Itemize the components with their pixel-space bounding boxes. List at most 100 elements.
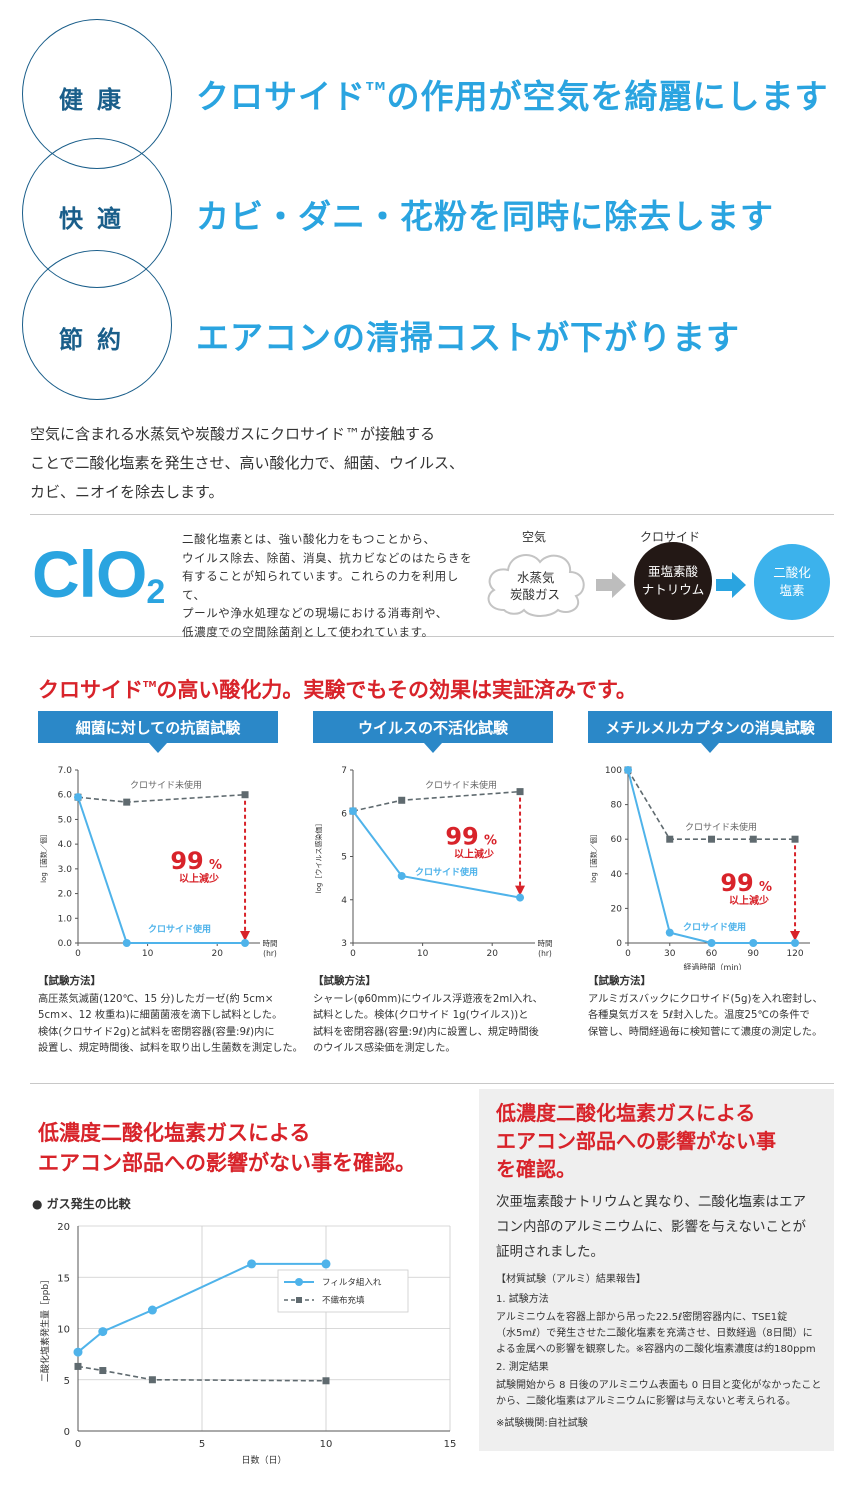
flow-result-line: 塩素 — [779, 583, 805, 598]
y-tick-label: 60 — [611, 835, 623, 845]
bottom-heading-left: 低濃度二酸化塩素ガスによる エアコン部品への影響がない事を確認。 — [38, 1118, 416, 1178]
filter-series-point — [147, 1305, 157, 1315]
x-tick-label: 0 — [625, 949, 631, 959]
method-line: 検体(クロサイド2g)と試料を密閉容器(容量:9ℓ)内に — [38, 1026, 275, 1038]
chart-gas-comparison: ● ガス発生の比較 0 5 10 15 20 0 5 10 15 二酸化塩素発生量［ppb］ 日数（日… — [32, 1196, 457, 1466]
y-axis-label: log［菌数／個］ — [589, 830, 598, 883]
x-tick-label: 120 — [786, 949, 803, 959]
legend-swatch-filter-marker — [295, 1278, 303, 1286]
used-series-label: クロサイド使用 — [415, 866, 478, 878]
y-tick-label: 0 — [64, 1427, 70, 1438]
used-series-line — [627, 769, 796, 944]
clo2-desc-line: 有することが知られています。これらの力を利用して、 — [182, 569, 459, 602]
clo2-desc-line: ウイルス除去、除菌、消臭、抗カビなどのはたらきを — [182, 550, 473, 565]
filter-series-point — [321, 1259, 331, 1269]
x-axis-label-unit: (hr) — [263, 949, 277, 958]
unused-series-point — [241, 791, 249, 799]
reduction-arrow-head — [240, 931, 251, 941]
y-tick-label: 4 — [341, 896, 347, 906]
method-text-odor: アルミガスバックにクロサイド(5g)を入れ密封し、 各種臭気ガスを 5ℓ封入した… — [588, 992, 823, 1041]
filter-series-point — [98, 1327, 108, 1337]
tests-heading-post: の高い酸化力。実験でもその効果は実証済みです。 — [156, 678, 637, 702]
reduction-arrow-head — [790, 931, 801, 941]
x-axis-label-unit: (hr) — [538, 949, 552, 958]
used-series-point — [74, 793, 82, 802]
reduction-percent: % — [484, 834, 497, 849]
unused-series-label: クロサイド未使用 — [130, 779, 202, 791]
reduction-value: 99 — [170, 847, 203, 875]
test-banner-bacteria: 細菌に対しての抗菌試験 — [38, 711, 278, 743]
used-series-point — [349, 807, 357, 816]
y-tick-label: 5 — [341, 853, 347, 863]
x-tick-label: 10 — [142, 949, 154, 959]
divider — [30, 1083, 834, 1084]
nonwoven-series-point — [74, 1362, 82, 1370]
flow-air-carbon-dioxide: 炭酸ガス — [510, 587, 561, 602]
heading-line: エアコン部品への影響がない事 — [496, 1129, 776, 1153]
x-tick-label: 5 — [199, 1439, 205, 1450]
report-line: （水5mℓ）で発生させた二酸化塩素を充満させ、日数経過（8日間）に — [496, 1328, 813, 1339]
used-series-point — [791, 939, 800, 947]
x-axis-label: 経過時間（min） — [683, 962, 746, 970]
method-line: 5cm×、12 枚重ね)に細菌菌液を滴下し試料とした。 — [38, 1010, 283, 1022]
y-tick-label: 5.0 — [58, 815, 73, 825]
intro-line: カビ、ニオイを除去します。 — [30, 483, 224, 501]
x-tick-label: 90 — [748, 949, 760, 959]
x-tick-label: 20 — [211, 949, 223, 959]
reduction-label: 以上減少 — [179, 872, 219, 885]
reduction-percent: % — [209, 858, 222, 873]
y-tick-label: 3 — [341, 939, 347, 949]
y-tick-label: 0 — [616, 939, 622, 949]
reduction-arrow-head — [515, 885, 526, 896]
hero-label-saving: 節約 — [59, 326, 135, 354]
unused-series-label: クロサイド未使用 — [685, 821, 757, 833]
method-text-virus: シャーレ(φ60mm)にウイルス浮遊液を2ml入れ、 試料とした。検体(クロサイ… — [313, 992, 543, 1058]
method-line: 高圧蒸気滅菌(120℃、15 分)したガーゼ(約 5cm× — [38, 994, 274, 1005]
hero-headline-health: クロサイドTMの作用が空気を綺麗にします — [196, 70, 828, 118]
flow-chloride-line: ナトリウム — [641, 582, 705, 597]
unused-series-label: クロサイド未使用 — [425, 779, 497, 791]
filter-series-point — [73, 1347, 83, 1357]
flow-chloride-label: クロサイド — [640, 530, 701, 544]
legend-box — [277, 1269, 409, 1313]
flow-chloride-line: 亜塩素酸 — [647, 564, 698, 579]
x-axis-label: 時間 — [263, 939, 278, 948]
unused-series-line — [77, 793, 246, 803]
flow-result-circle: 二酸化 塩素 — [754, 544, 830, 620]
x-tick-label: 15 — [444, 1439, 457, 1450]
x-axis-label: 日数（日） — [241, 1454, 286, 1466]
x-tick-label: 0 — [75, 949, 81, 959]
divider — [30, 636, 834, 637]
nonwoven-series-point — [322, 1377, 330, 1385]
used-series-point — [707, 939, 716, 947]
reduction-label: 以上減少 — [454, 848, 494, 861]
clo2-desc-line: 二酸化塩素とは、強い酸化力をもつことから、 — [182, 532, 436, 546]
hero-label-comfort: 快適 — [59, 205, 135, 233]
flow-chloride-circle: 亜塩素酸 ナトリウム — [634, 542, 712, 620]
x-tick-label: 60 — [706, 949, 718, 959]
banner-pointer — [701, 743, 719, 753]
legend-label-filter: フィルタ組入れ — [322, 1277, 382, 1288]
method-line: アルミガスバックにクロサイド(5g)を入れ密封し、 — [588, 994, 823, 1005]
chart-bacteria: 0.0 1.0 2.0 3.0 4.0 5.0 6.0 7.0 0 10 20 log［菌数／個］ 時間… — [39, 766, 278, 959]
y-tick-label: 20 — [57, 1222, 70, 1233]
nonwoven-series-point — [99, 1367, 107, 1375]
report-item-title: 1. 試験方法 — [496, 1294, 549, 1305]
trademark-mark: TM — [143, 680, 157, 689]
x-tick-label: 0 — [350, 949, 356, 959]
unused-series-point — [708, 835, 716, 843]
heading-line: エアコン部品への影響がない事を確認。 — [38, 1151, 416, 1175]
heading-line: を確認。 — [496, 1157, 576, 1181]
unused-series-point — [398, 796, 406, 804]
y-axis-label: log［菌数／個］ — [39, 830, 48, 883]
y-tick-label: 10 — [57, 1325, 70, 1336]
test-banner-virus: ウイルスの不活化試験 — [313, 711, 553, 743]
hero-label-health: 健康 — [59, 86, 135, 114]
report-summary: 次亜塩素酸ナトリウムと異なり、二酸化塩素はエア コン内部のアルミニウムに、影響を… — [496, 1190, 806, 1265]
y-tick-label: 7 — [341, 766, 347, 776]
method-title: 【試験方法】 — [38, 975, 101, 987]
clo2-formula: ClO2 — [32, 536, 165, 612]
unused-series-point — [123, 798, 131, 806]
hero-circle-saving — [22, 250, 172, 400]
